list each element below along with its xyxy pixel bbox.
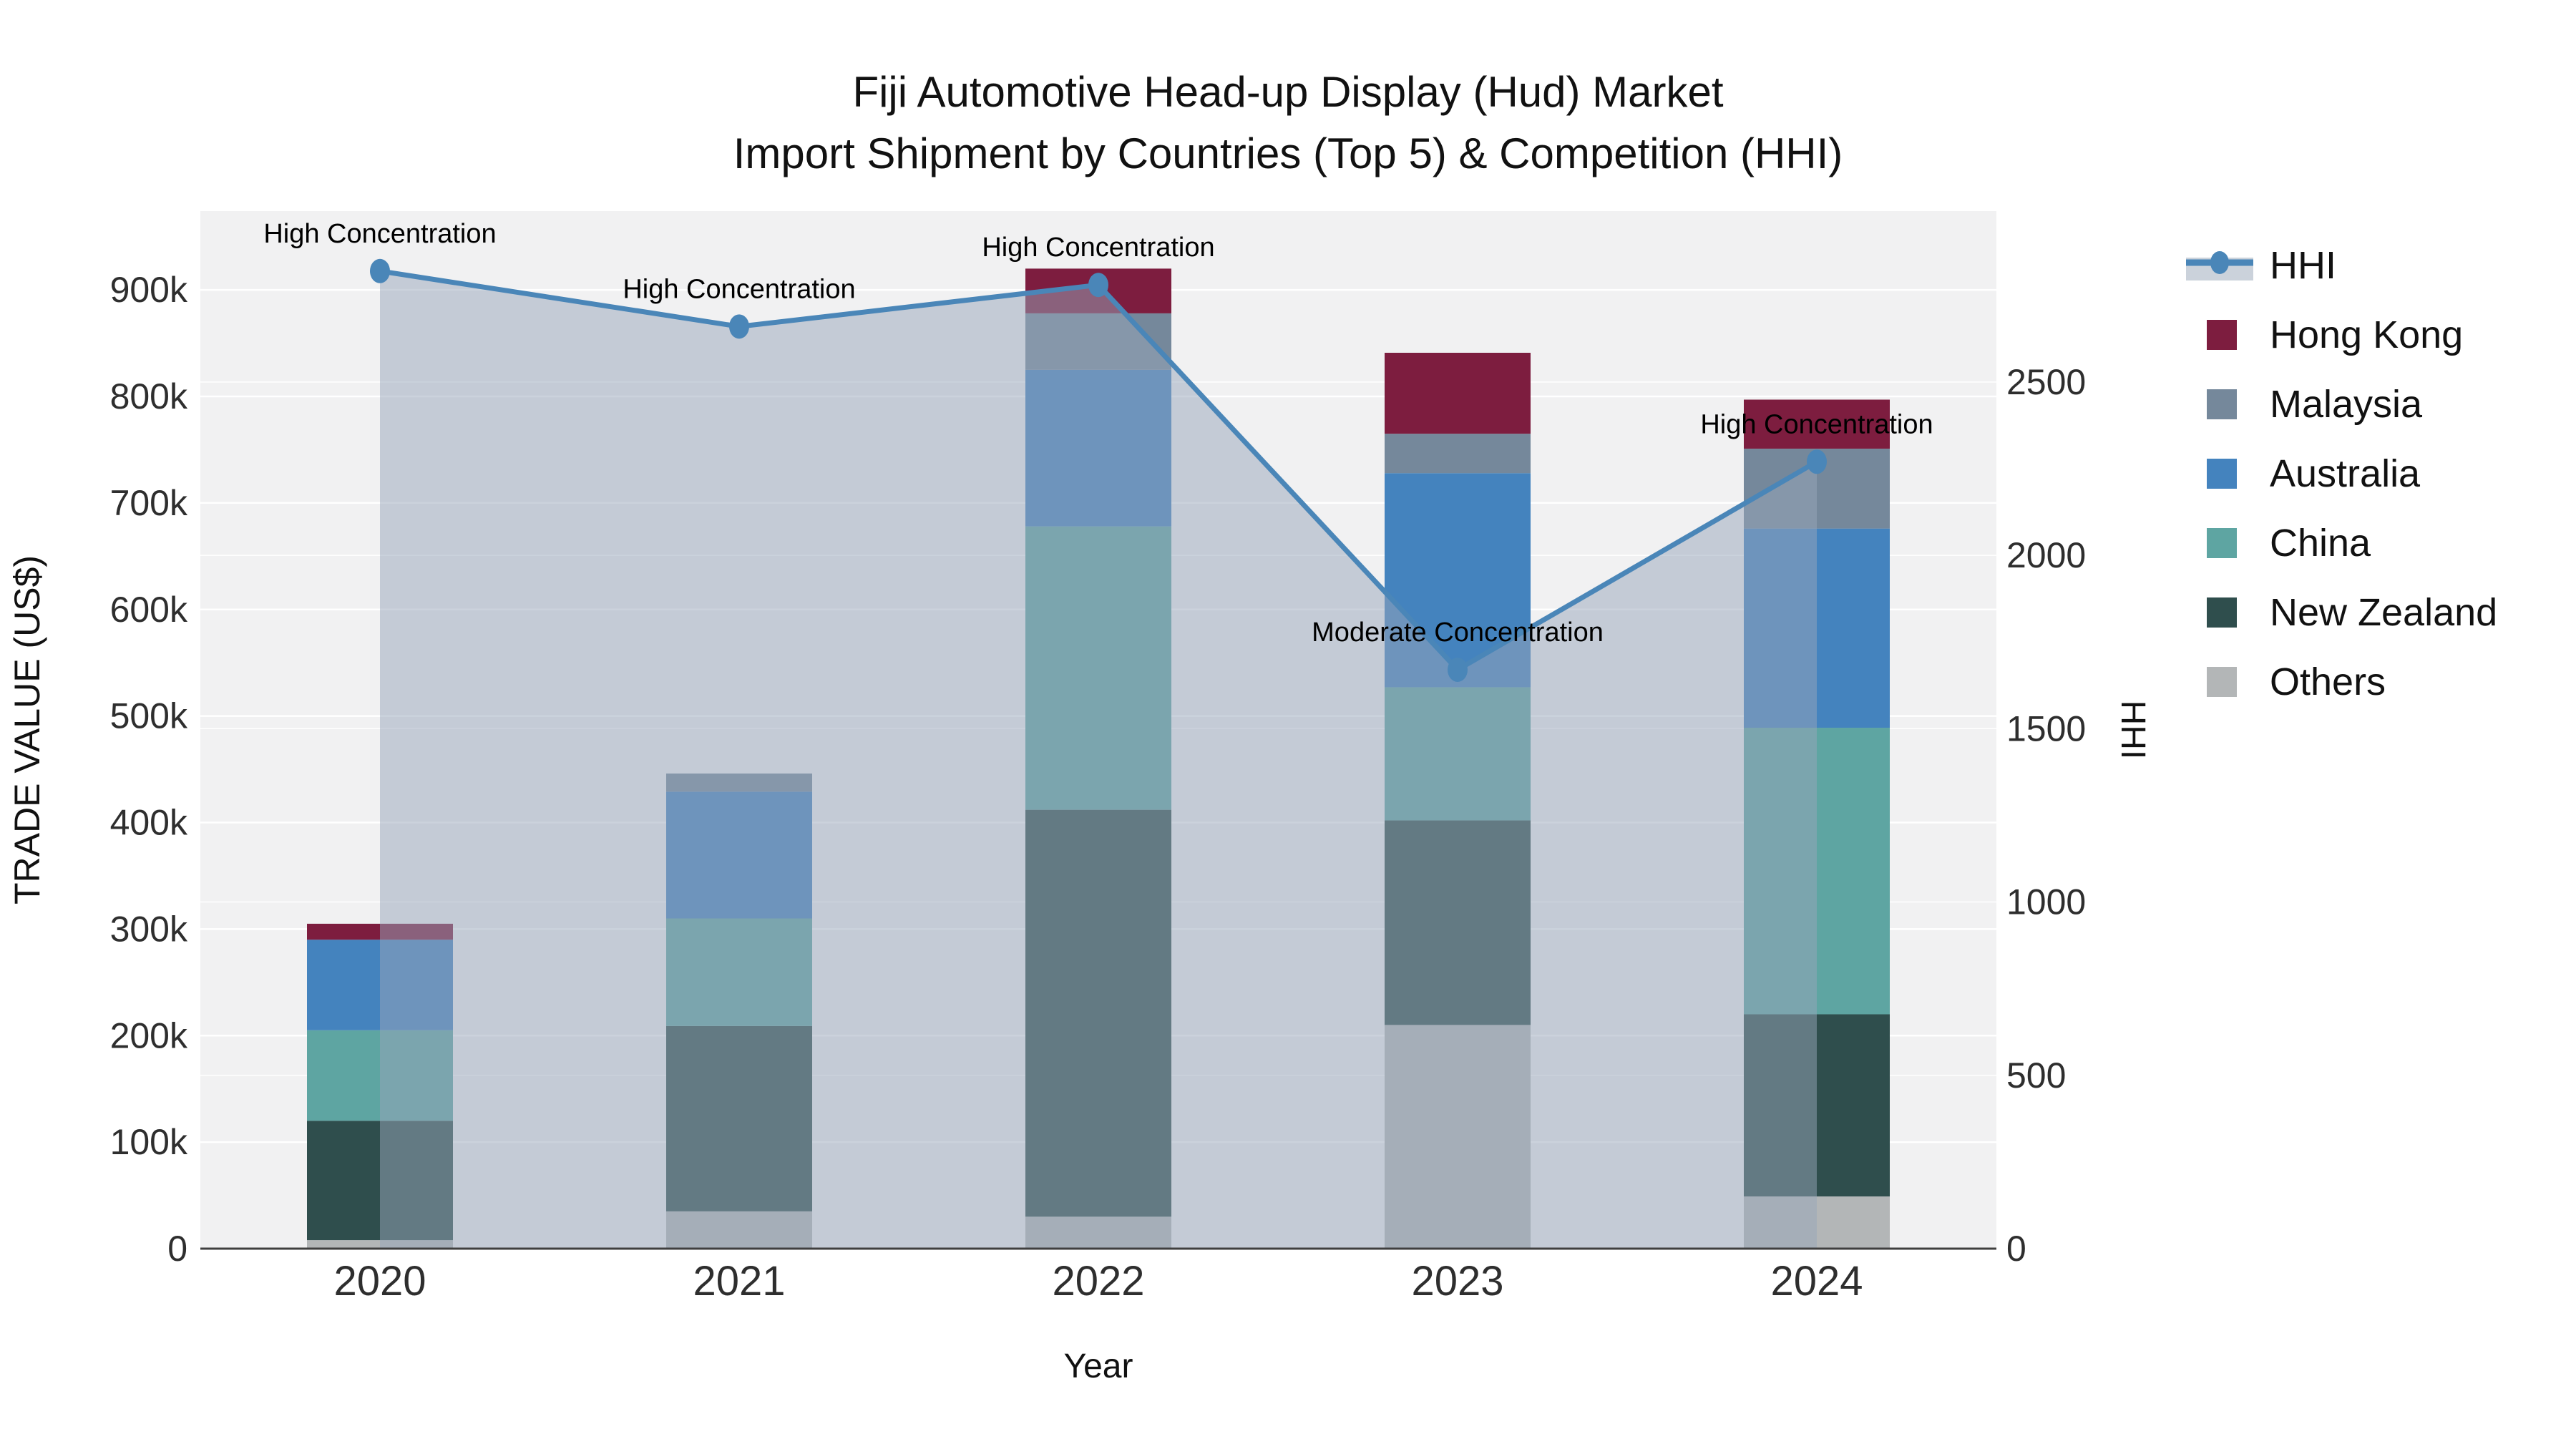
right-tick-2500: 2500 (2006, 362, 2086, 402)
legend-label-others: Others (2270, 660, 2386, 703)
bar-segment-hong-kong-2024[interactable] (1744, 399, 1890, 449)
legend-hhi-marker-swatch (2210, 251, 2229, 274)
right-tick-0: 0 (2006, 1229, 2026, 1269)
y-axis-left-title: TRADE VALUE (US$) (7, 555, 47, 904)
legend-swatch-new-zealand (2207, 597, 2237, 628)
right-tick-1000: 1000 (2006, 882, 2086, 922)
left-tick-0: 0 (167, 1229, 187, 1269)
legend-item-china[interactable]: China (2207, 522, 2371, 565)
hhi-marker-2023[interactable] (1448, 657, 1468, 682)
annotation-2022: High Concentration (982, 233, 1214, 263)
left-tick-400k: 400k (110, 803, 188, 843)
x-axis-title: Year (1064, 1347, 1133, 1385)
right-tick-1500: 1500 (2006, 708, 2086, 748)
legend-item-others[interactable]: Others (2207, 660, 2386, 703)
annotation-2024: High Concentration (1700, 409, 1933, 439)
legend-item-malaysia[interactable]: Malaysia (2207, 383, 2423, 426)
legend-item-hong-kong[interactable]: Hong Kong (2207, 313, 2463, 356)
annotation-2020: High Concentration (263, 219, 496, 249)
legend-item-hhi[interactable]: HHI (2186, 244, 2336, 287)
x-tick-2021: 2021 (693, 1258, 785, 1304)
left-tick-700k: 700k (110, 483, 188, 523)
legend-label-hhi: HHI (2270, 244, 2336, 287)
legend-swatch-australia (2207, 459, 2237, 489)
left-tick-800k: 800k (110, 376, 188, 416)
legend-swatch-malaysia (2207, 389, 2237, 419)
left-tick-300k: 300k (110, 909, 188, 949)
hhi-marker-2020[interactable] (370, 258, 390, 283)
hhi-marker-2024[interactable] (1807, 449, 1827, 474)
hhi-marker-2022[interactable] (1088, 273, 1108, 298)
left-tick-600k: 600k (110, 590, 188, 630)
legend-label-australia: Australia (2270, 452, 2421, 495)
annotation-2021: High Concentration (623, 274, 855, 304)
hhi-area-fill (380, 270, 1817, 1249)
bar-segment-hong-kong-2023[interactable] (1385, 352, 1531, 434)
chart-title-line1: Fiji Automotive Head-up Display (Hud) Ma… (852, 68, 1723, 116)
x-tick-2020: 2020 (333, 1258, 426, 1304)
bar-segment-malaysia-2023[interactable] (1385, 434, 1531, 474)
left-tick-900k: 900k (110, 270, 188, 310)
legend-swatch-china (2207, 528, 2237, 558)
legend-swatch-hong-kong (2207, 320, 2237, 350)
legend-label-new-zealand: New Zealand (2270, 591, 2497, 634)
legend-label-hong-kong: Hong Kong (2270, 313, 2463, 356)
legend-item-new-zealand[interactable]: New Zealand (2207, 591, 2497, 634)
left-tick-500k: 500k (110, 696, 188, 736)
legend-label-malaysia: Malaysia (2270, 383, 2423, 426)
hhi-marker-2021[interactable] (729, 314, 749, 339)
x-tick-2024: 2024 (1770, 1258, 1863, 1304)
x-tick-2023: 2023 (1411, 1258, 1503, 1304)
x-tick-2022: 2022 (1052, 1258, 1144, 1304)
legend-item-australia[interactable]: Australia (2207, 452, 2421, 495)
legend-label-china: China (2270, 522, 2371, 565)
right-tick-500: 500 (2006, 1055, 2066, 1096)
right-tick-2000: 2000 (2006, 535, 2086, 575)
left-tick-100k: 100k (110, 1122, 188, 1162)
legend-swatch-others (2207, 667, 2237, 697)
left-tick-200k: 200k (110, 1015, 188, 1055)
chart-title-line2: Import Shipment by Countries (Top 5) & C… (733, 130, 1843, 177)
annotation-2023: Moderate Concentration (1312, 618, 1604, 648)
y-axis-right-title: HHI (2114, 701, 2152, 760)
